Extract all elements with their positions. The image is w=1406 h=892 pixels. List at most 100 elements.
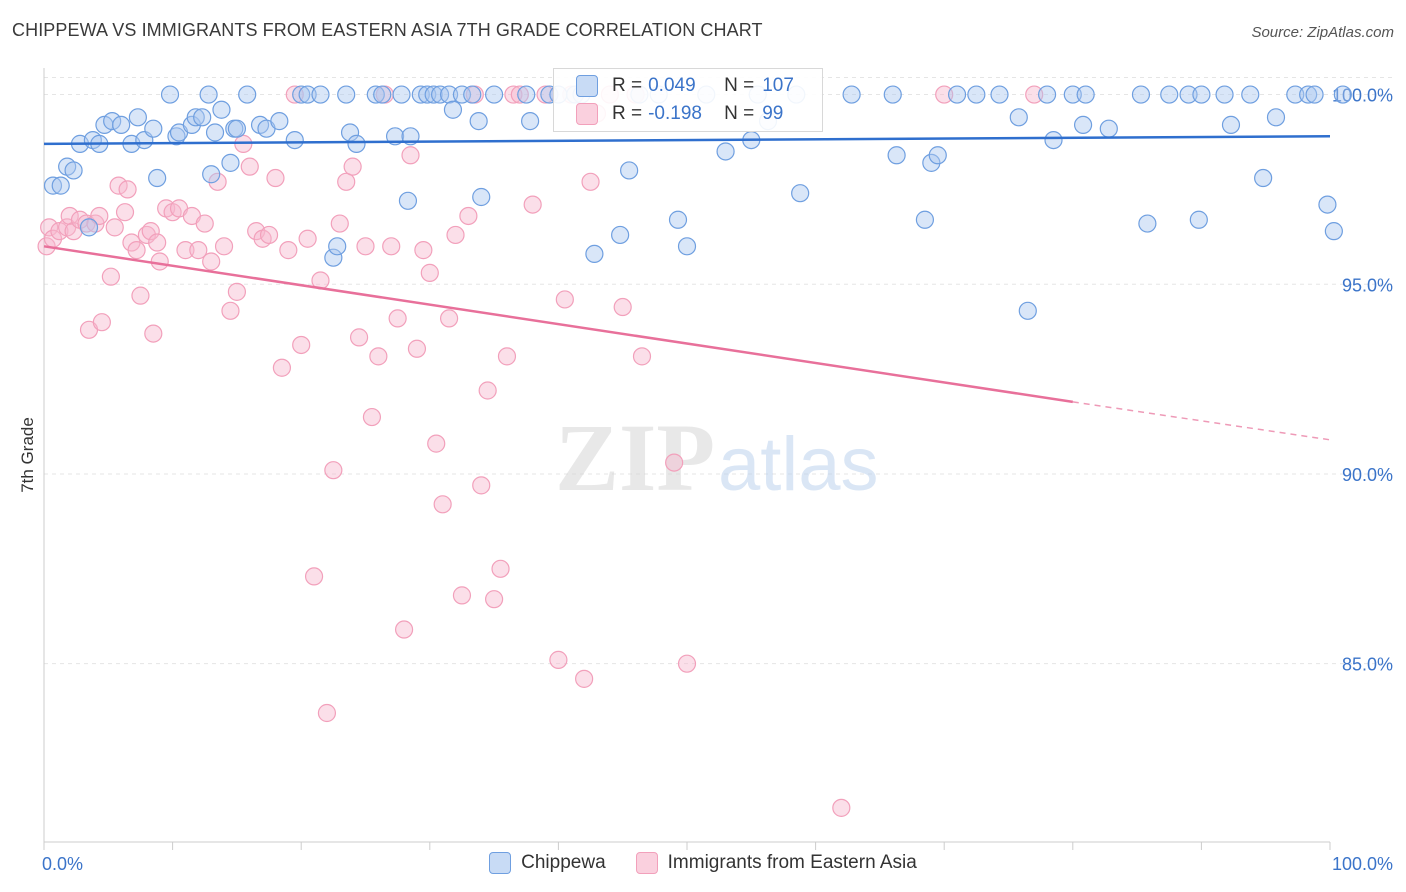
point-chippewa bbox=[337, 85, 356, 104]
point-eastern-asia bbox=[266, 168, 285, 188]
point-eastern-asia bbox=[127, 241, 146, 260]
point-eastern-asia bbox=[337, 172, 356, 191]
point-chippewa bbox=[1215, 85, 1234, 104]
point-eastern-asia bbox=[272, 358, 292, 377]
legend-item-eastern-asia[interactable]: Immigrants from Eastern Asia bbox=[635, 852, 917, 874]
x-tick-label: 100.0% bbox=[1332, 854, 1393, 874]
point-chippewa bbox=[311, 85, 330, 104]
point-eastern-asia bbox=[221, 301, 240, 320]
point-eastern-asia bbox=[382, 237, 401, 256]
point-chippewa bbox=[398, 191, 418, 210]
legend-swatch-eastern-asia bbox=[635, 852, 658, 874]
stats-r-label: R = bbox=[612, 75, 643, 96]
trendline-eastern-asia-extrapolated bbox=[1072, 401, 1331, 441]
point-eastern-asia bbox=[497, 347, 517, 366]
point-eastern-asia bbox=[60, 206, 79, 226]
point-chippewa bbox=[103, 112, 122, 131]
stats-n-value: 99 bbox=[762, 103, 784, 124]
point-chippewa bbox=[270, 112, 289, 131]
point-chippewa bbox=[990, 85, 1009, 104]
point-chippewa bbox=[485, 85, 504, 104]
point-chippewa bbox=[128, 108, 147, 127]
point-eastern-asia bbox=[439, 309, 459, 328]
point-chippewa bbox=[221, 153, 240, 172]
stats-row-chippewa: R = 0.049 N = 107 bbox=[576, 71, 794, 101]
point-eastern-asia bbox=[414, 241, 433, 260]
legend-item-chippewa[interactable]: Chippewa bbox=[489, 852, 606, 874]
trendline-chippewa bbox=[43, 135, 1331, 146]
point-eastern-asia bbox=[356, 237, 375, 256]
point-chippewa bbox=[472, 187, 491, 207]
point-chippewa bbox=[64, 161, 83, 180]
y-axis-label: 7th Grade bbox=[18, 417, 37, 493]
trendline-eastern-asia bbox=[43, 245, 1073, 404]
point-chippewa bbox=[212, 100, 231, 119]
point-eastern-asia bbox=[148, 233, 167, 252]
stats-n-label: N = bbox=[724, 75, 755, 96]
point-eastern-asia bbox=[369, 347, 388, 366]
point-eastern-asia bbox=[40, 218, 59, 237]
point-eastern-asia bbox=[150, 252, 169, 271]
point-eastern-asia bbox=[324, 461, 343, 480]
stats-swatch-chippewa bbox=[576, 75, 598, 97]
point-eastern-asia bbox=[144, 324, 163, 343]
point-eastern-asia bbox=[298, 229, 317, 248]
point-eastern-asia bbox=[491, 559, 510, 578]
point-eastern-asia bbox=[478, 381, 497, 400]
point-chippewa bbox=[51, 176, 70, 195]
point-eastern-asia bbox=[388, 309, 407, 328]
point-chippewa bbox=[1299, 85, 1318, 104]
point-chippewa bbox=[1286, 85, 1305, 104]
point-eastern-asia bbox=[549, 650, 568, 669]
point-chippewa bbox=[439, 85, 459, 104]
stats-legend: R = 0.049 N = 107 R = -0.198 N = 99 bbox=[553, 68, 823, 132]
point-eastern-asia bbox=[613, 297, 632, 317]
watermark-atlas: atlas bbox=[718, 422, 879, 507]
point-chippewa bbox=[411, 85, 430, 104]
point-eastern-asia bbox=[555, 290, 574, 309]
source-label: Source: ZipAtlas.com bbox=[1251, 24, 1394, 41]
point-eastern-asia bbox=[632, 347, 652, 366]
point-chippewa bbox=[883, 85, 902, 104]
point-chippewa bbox=[1063, 85, 1082, 104]
point-eastern-asia bbox=[189, 241, 208, 260]
point-eastern-asia bbox=[485, 590, 504, 609]
point-chippewa bbox=[1333, 85, 1352, 104]
point-eastern-asia bbox=[446, 225, 465, 245]
point-chippewa bbox=[947, 85, 967, 104]
point-eastern-asia bbox=[330, 214, 349, 233]
point-eastern-asia bbox=[349, 328, 369, 347]
point-eastern-asia bbox=[304, 567, 324, 586]
point-eastern-asia bbox=[575, 669, 594, 688]
point-chippewa bbox=[1044, 130, 1063, 150]
point-eastern-asia bbox=[118, 180, 137, 199]
point-chippewa bbox=[463, 85, 482, 104]
y-tick-label: 90.0% bbox=[1342, 465, 1393, 485]
point-eastern-asia bbox=[665, 453, 684, 472]
point-eastern-asia bbox=[407, 339, 427, 358]
point-eastern-asia bbox=[259, 225, 279, 245]
point-chippewa bbox=[1138, 214, 1157, 233]
stats-n-label: N = bbox=[724, 103, 755, 124]
point-eastern-asia bbox=[115, 203, 135, 222]
point-eastern-asia bbox=[101, 267, 120, 286]
point-chippewa bbox=[668, 210, 688, 229]
point-chippewa bbox=[43, 176, 63, 195]
stats-r-value: -0.198 bbox=[648, 103, 702, 124]
point-chippewa bbox=[144, 119, 163, 138]
point-chippewa bbox=[1018, 301, 1037, 320]
point-eastern-asia bbox=[105, 218, 124, 237]
stats-r-label: R = bbox=[612, 103, 643, 124]
point-chippewa bbox=[1160, 85, 1179, 104]
point-chippewa bbox=[469, 112, 488, 131]
point-eastern-asia bbox=[427, 434, 446, 453]
stats-swatch-eastern-asia bbox=[576, 103, 598, 125]
point-eastern-asia bbox=[832, 798, 851, 817]
point-chippewa bbox=[791, 184, 810, 203]
point-chippewa bbox=[611, 225, 630, 245]
point-chippewa bbox=[887, 146, 906, 165]
point-chippewa bbox=[298, 85, 317, 104]
point-chippewa bbox=[199, 85, 218, 104]
point-eastern-asia bbox=[279, 241, 298, 260]
point-eastern-asia bbox=[472, 476, 491, 495]
